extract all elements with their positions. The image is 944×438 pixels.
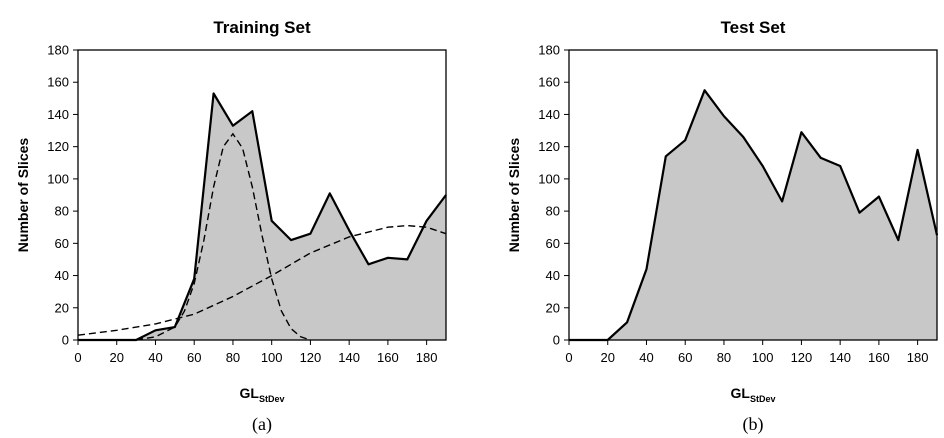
y-tick-label: 0 [553, 333, 560, 348]
y-tick-label: 140 [47, 107, 69, 122]
series-area-fill [78, 93, 446, 340]
y-tick-label: 160 [47, 75, 69, 90]
x-tick-label: 160 [377, 350, 399, 365]
y-tick-label: 60 [55, 236, 69, 251]
x-axis-label-main: GL [240, 385, 260, 401]
x-axis-label-subscript: StDev [750, 394, 776, 404]
series-dashed-curve [77, 224, 447, 336]
x-tick-label: 120 [300, 350, 322, 365]
y-tick-label: 40 [546, 268, 560, 283]
x-tick-label: 100 [752, 350, 774, 365]
series-line [569, 89, 939, 342]
series-area-fill [569, 90, 937, 340]
y-tick-label: 160 [538, 75, 560, 90]
y-tick-label: 40 [55, 268, 69, 283]
y-tick-label: 100 [538, 171, 560, 186]
series-line [78, 92, 447, 342]
y-tick-label: 60 [546, 236, 560, 251]
x-tick-label: 40 [639, 350, 653, 365]
y-tick-label: 180 [538, 43, 560, 58]
y-tick-label: 0 [62, 333, 69, 348]
y-tick-label: 80 [546, 204, 560, 219]
chart-title: Test Set [721, 18, 786, 37]
x-axis-label: GLStDev [240, 385, 285, 404]
chart-panel-1: 0 20 40 60 80 100 120 140 160 180 0 20 40 60 80 100 120 1… [15, 18, 447, 435]
x-tick-label: 0 [565, 350, 572, 365]
x-tick-label: 160 [868, 350, 890, 365]
x-tick-label: 0 [74, 350, 81, 365]
y-axis-label: Number of Slices [506, 138, 522, 253]
y-tick-label: 20 [55, 300, 69, 315]
x-tick-label: 120 [791, 350, 813, 365]
x-tick-label: 60 [678, 350, 692, 365]
panel-caption: (a) [252, 414, 272, 435]
x-axis-label-subscript: StDev [259, 394, 285, 404]
chart-title: Training Set [213, 18, 311, 37]
y-tick-label: 120 [538, 139, 560, 154]
series-dashed-curve [135, 132, 311, 341]
x-tick-label: 100 [261, 350, 283, 365]
x-axis-label-main: GL [731, 385, 751, 401]
x-tick-label: 140 [829, 350, 851, 365]
x-tick-label: 20 [601, 350, 615, 365]
x-tick-label: 180 [907, 350, 929, 365]
x-tick-label: 80 [717, 350, 731, 365]
y-tick-label: 140 [538, 107, 560, 122]
x-tick-label: 80 [226, 350, 240, 365]
x-tick-label: 20 [110, 350, 124, 365]
y-tick-label: 180 [47, 43, 69, 58]
x-tick-label: 40 [148, 350, 162, 365]
plot-frame [568, 49, 938, 341]
y-tick-label: 100 [47, 171, 69, 186]
chart-panel-2: 0 20 40 60 80 100 120 140 160 180 0 20 40 60 80 100 120 1… [506, 18, 939, 435]
y-tick-label: 120 [47, 139, 69, 154]
y-tick-label: 80 [55, 204, 69, 219]
panel-caption: (b) [743, 414, 764, 435]
x-axis-label: GLStDev [731, 385, 776, 404]
x-tick-label: 140 [338, 350, 360, 365]
x-tick-label: 180 [416, 350, 438, 365]
y-axis-label: Number of Slices [15, 138, 31, 253]
plot-frame [77, 49, 447, 341]
y-tick-label: 20 [546, 300, 560, 315]
x-tick-label: 60 [187, 350, 201, 365]
